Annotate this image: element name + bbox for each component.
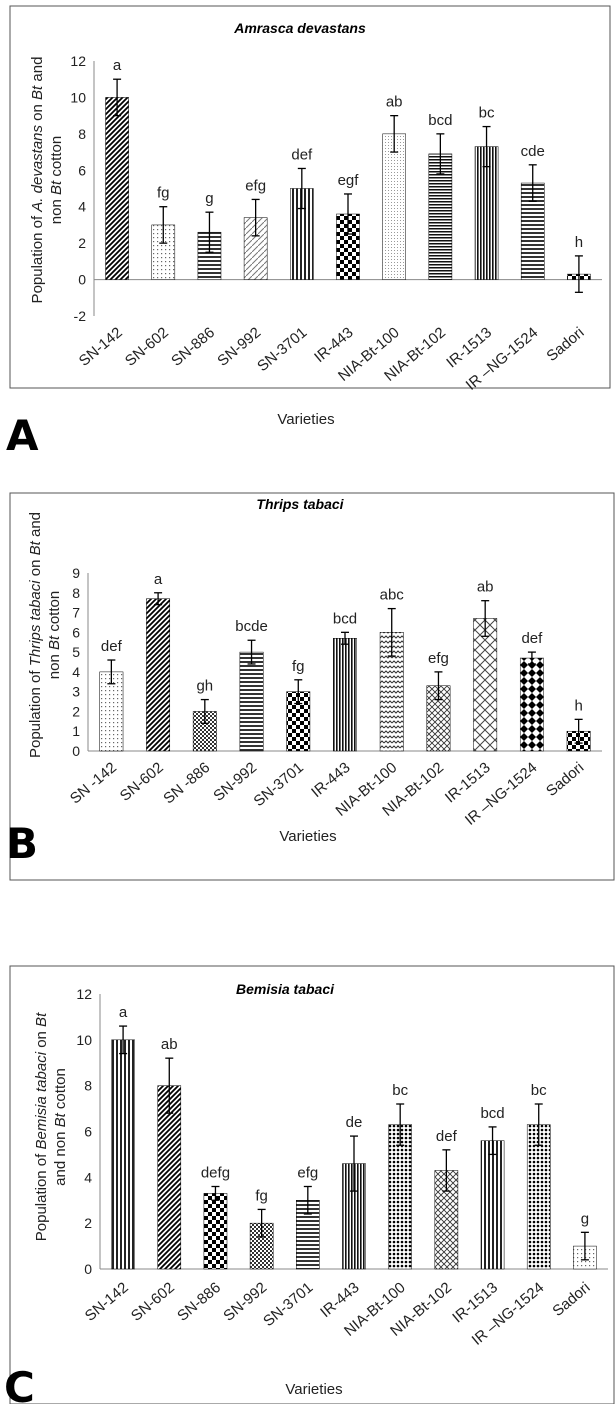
y-tick-label: 2: [78, 235, 86, 251]
y-axis-label: non Bt cotton: [48, 136, 65, 224]
y-tick-label: 4: [72, 664, 80, 680]
y-tick-label: 8: [84, 1078, 92, 1094]
significance-letter: def: [291, 146, 313, 163]
significance-letter: bcde: [235, 618, 268, 635]
bar: [111, 1039, 135, 1270]
y-tick-label: 10: [76, 1032, 92, 1048]
y-tick-label: 8: [78, 126, 86, 142]
significance-letter: bc: [531, 1082, 547, 1099]
y-tick-label: 4: [78, 199, 86, 215]
bar: [333, 638, 357, 752]
significance-letter: bcd: [428, 112, 452, 129]
significance-letter: def: [436, 1128, 458, 1145]
significance-letter: a: [154, 571, 163, 588]
significance-letter: bc: [479, 105, 495, 122]
significance-letter: egf: [338, 172, 360, 189]
significance-letter: cde: [521, 143, 545, 160]
x-axis-label: Varieties: [279, 828, 336, 845]
y-tick-label: 1: [72, 723, 80, 739]
y-tick-label: 9: [72, 565, 80, 581]
y-axis-label: non Bt cotton: [46, 591, 63, 679]
chart-title: Bemisia tabaci: [236, 981, 335, 997]
y-tick-label: 6: [78, 162, 86, 178]
significance-letter: bc: [392, 1082, 408, 1099]
significance-letter: g: [205, 190, 213, 207]
y-tick-label: 8: [72, 585, 80, 601]
y-tick-label: 0: [84, 1261, 92, 1277]
y-tick-label: 3: [72, 684, 80, 700]
chart-panel-b: Thrips tabaci 0 1 2 3 4 5 6 7 8 9 def SN -142 a SN-602…: [0, 485, 615, 881]
significance-letter: gh: [196, 678, 213, 695]
y-tick-label: 6: [84, 1124, 92, 1140]
significance-letter: ab: [477, 579, 494, 596]
y-tick-label: 0: [78, 272, 86, 288]
bar: [480, 1140, 505, 1270]
y-tick-label: 10: [70, 89, 86, 105]
bar: [473, 618, 498, 752]
chart-panel-c: Bemisia tabaci 0 2 4 6 8 10 12 a SN-142 ab SN-602 de…: [0, 964, 615, 1404]
significance-letter: g: [581, 1210, 589, 1227]
significance-letter: abc: [380, 587, 405, 604]
bar: [239, 651, 264, 752]
significance-letter: fg: [292, 658, 305, 675]
y-tick-label: 12: [76, 986, 92, 1002]
significance-letter: bcd: [333, 610, 357, 627]
significance-letter: efg: [297, 1165, 318, 1182]
bar: [519, 657, 544, 752]
y-tick-label: 0: [72, 743, 80, 759]
significance-letter: def: [101, 638, 123, 655]
significance-letter: de: [346, 1114, 363, 1131]
bar: [388, 1124, 412, 1270]
y-axis-label: Population of Thrips tabaci on Bt and: [27, 512, 44, 758]
bar: [105, 97, 129, 280]
y-tick-label: 7: [72, 605, 80, 621]
panel-letter: A: [6, 411, 39, 460]
significance-letter: a: [113, 57, 122, 74]
significance-letter: fg: [157, 185, 170, 202]
significance-letter: ab: [386, 94, 403, 111]
y-tick-label: 6: [72, 624, 80, 640]
bar: [526, 1124, 551, 1270]
significance-letter: fg: [255, 1187, 268, 1204]
significance-letter: ab: [161, 1036, 178, 1053]
y-axis-label: Population of A. devastans on Bt and: [29, 57, 46, 304]
y-tick-label: 4: [84, 1169, 92, 1185]
y-tick-label: -2: [74, 308, 87, 324]
y-tick-label: 5: [72, 644, 80, 660]
significance-letter: def: [521, 630, 543, 647]
y-axis-label: Population of Bemisia tabaci on Bt: [33, 1012, 50, 1241]
significance-letter: efg: [428, 650, 449, 667]
panel-letter: B: [6, 819, 38, 868]
panel-letter: C: [4, 1363, 35, 1404]
significance-letter: defg: [201, 1165, 230, 1182]
significance-letter: a: [119, 1004, 128, 1021]
x-axis-label: Varieties: [285, 1381, 342, 1398]
chart-c-svg: Bemisia tabaci024681012aSN-142abSN-602de…: [4, 965, 615, 1404]
chart-frame: [9, 965, 615, 1404]
y-tick-label: 2: [72, 703, 80, 719]
y-axis-label: and non Bt cotton: [52, 1068, 69, 1186]
y-tick-label: 2: [84, 1215, 92, 1231]
chart-title: Amrasca devastans: [233, 20, 366, 36]
y-tick-label: 12: [70, 53, 86, 69]
significance-letter: h: [575, 234, 583, 251]
bar: [382, 133, 406, 280]
bar: [146, 598, 171, 752]
significance-letter: efg: [245, 177, 266, 194]
x-axis-label: Varieties: [277, 411, 334, 428]
significance-letter: h: [574, 697, 582, 714]
bar: [203, 1193, 228, 1270]
significance-letter: bcd: [480, 1105, 504, 1122]
chart-panel-a: Amrasca devastans -2 0 2 4 6 8 10 12 a SN-142 fg SN-…: [0, 0, 615, 460]
chart-title: Thrips tabaci: [256, 496, 344, 512]
